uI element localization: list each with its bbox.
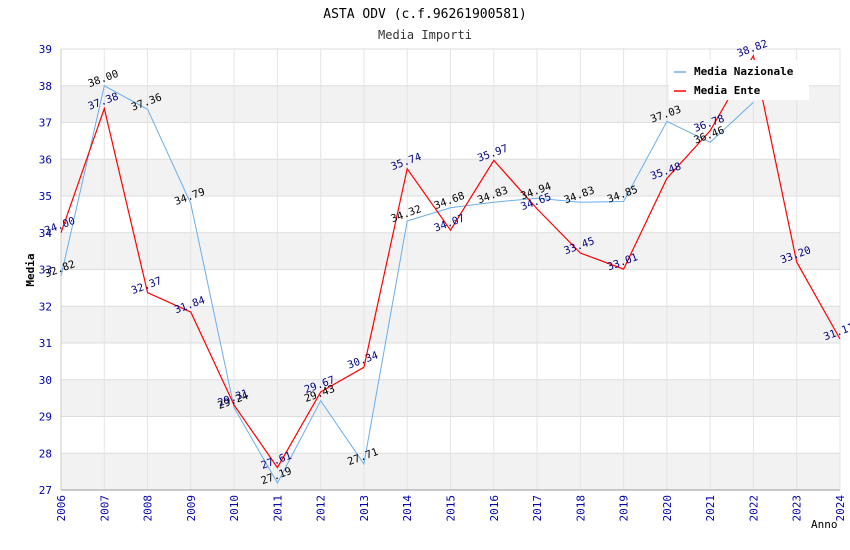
grid-lines — [60, 48, 841, 491]
legend: Media Nazionale Media Ente — [669, 60, 809, 100]
series-line-media-ente — [60, 53, 841, 469]
x-tick-label: 2018 — [574, 495, 587, 522]
x-tick-label: 2019 — [618, 495, 631, 522]
y-tick-label: 28 — [39, 447, 52, 460]
x-tick-label: 2009 — [185, 495, 198, 522]
x-tick-label: 2016 — [488, 495, 501, 522]
y-tick-label: 39 — [39, 43, 52, 56]
x-tick-label: 2024 — [834, 495, 847, 522]
x-tick-label: 2014 — [401, 495, 414, 522]
axes — [60, 49, 840, 491]
legend-box — [669, 60, 809, 100]
legend-label-media-ente: Media Ente — [694, 84, 761, 97]
y-tick-label: 36 — [39, 153, 52, 166]
x-tick-label: 2023 — [791, 495, 804, 522]
y-tick-label: 29 — [39, 411, 52, 424]
x-tick-label: 2022 — [747, 495, 760, 522]
chart-title: ASTA ODV (c.f.96261900581) — [323, 7, 527, 22]
x-axis-label: Anno — [811, 518, 838, 531]
x-tick-label: 2006 — [55, 495, 68, 522]
y-tick-label: 30 — [39, 374, 52, 387]
x-tick-label: 2013 — [358, 495, 371, 522]
x-tick-label: 2011 — [271, 495, 284, 522]
y-tick-labels: 27 28 29 30 31 32 33 34 35 36 37 38 39 — [39, 43, 53, 497]
legend-label-media-nazionale: Media Nazionale — [694, 65, 794, 78]
x-tick-label: 2008 — [142, 495, 155, 522]
x-tick-label: 2020 — [661, 495, 674, 522]
x-tick-label: 2021 — [704, 495, 717, 522]
chart-subtitle: Media Importi — [378, 28, 472, 42]
x-tick-label: 2010 — [228, 495, 241, 522]
series-lines — [60, 53, 841, 485]
y-tick-label: 32 — [39, 300, 52, 313]
y-axis-label: Media — [24, 253, 37, 286]
x-tick-labels: 2006 2007 2008 2009 2010 2011 2012 2013 2014 2015… — [55, 495, 847, 522]
y-tick-label: 31 — [39, 337, 52, 350]
x-tick-label: 2012 — [315, 495, 328, 522]
x-tick-label: 2007 — [98, 495, 111, 522]
x-tick-label: 2017 — [531, 495, 544, 522]
x-tick-label: 2015 — [445, 495, 458, 522]
y-tick-label: 37 — [39, 117, 52, 130]
y-tick-label: 33 — [39, 264, 52, 277]
series-line-media-nazionale — [60, 85, 754, 485]
y-tick-label: 34 — [39, 227, 53, 240]
y-tick-label: 27 — [39, 484, 52, 497]
y-tick-label: 35 — [39, 190, 52, 203]
y-tick-label: 38 — [39, 80, 52, 93]
